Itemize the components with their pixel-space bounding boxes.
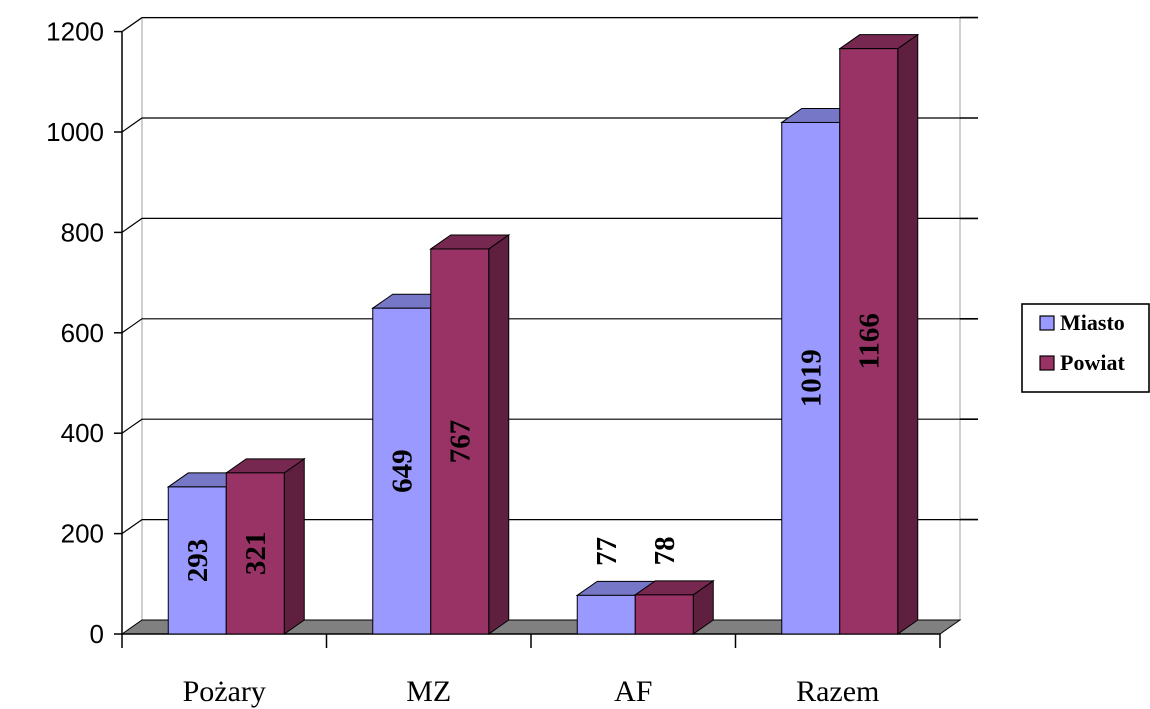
bar-side: [283, 457, 305, 635]
y-tick-label: 400: [61, 418, 104, 448]
gridline: [121, 17, 960, 33]
bar: [372, 307, 432, 635]
gridline: [121, 117, 960, 133]
bars: [166, 33, 920, 635]
x-tick-label: AF: [614, 675, 652, 708]
y-tick-label: 200: [61, 519, 104, 549]
legend-swatch: [1039, 355, 1055, 371]
gridline: [121, 518, 960, 535]
y-tick-label: 800: [61, 217, 104, 247]
legend-label: Powiat: [1060, 350, 1125, 375]
y-tick-label: 600: [61, 318, 104, 348]
x-tick-label: Razem: [796, 675, 879, 708]
bar: [781, 121, 841, 635]
gridline: [121, 217, 960, 233]
y-tick-label: 0: [90, 619, 104, 649]
bar: [576, 594, 636, 635]
data-label: 1019: [796, 349, 828, 407]
bar: [839, 48, 899, 635]
x-tick-label: MZ: [406, 675, 451, 708]
y-tick-label: 1000: [46, 117, 104, 147]
data-label: 767: [445, 420, 477, 464]
legend: Miasto Powiat: [1021, 303, 1150, 393]
data-labels: 293 321 649 767 77 78 1019 1166: [182, 313, 886, 582]
data-label: 78: [649, 536, 681, 565]
gridline: [121, 318, 960, 334]
legend-label: Miasto: [1060, 310, 1125, 335]
bar-side: [897, 33, 919, 635]
data-label: 649: [387, 449, 419, 493]
x-tick-label: Pożary: [183, 675, 266, 708]
gridlines: [121, 16, 978, 535]
gridline: [121, 418, 960, 434]
bar: [430, 248, 490, 635]
data-label: 321: [240, 532, 272, 576]
data-label: 1166: [854, 313, 886, 369]
data-label: 77: [591, 537, 623, 566]
data-label: 293: [182, 539, 214, 583]
bar: [167, 486, 227, 635]
y-tick-label: 1200: [46, 17, 104, 47]
bar: [634, 594, 694, 635]
axes: 0 200 400 600 800 1000 1200 Pożary MZ AF Razem: [46, 17, 941, 708]
bar-side: [488, 234, 510, 635]
legend-swatch: [1039, 315, 1055, 331]
bar: [225, 472, 285, 635]
